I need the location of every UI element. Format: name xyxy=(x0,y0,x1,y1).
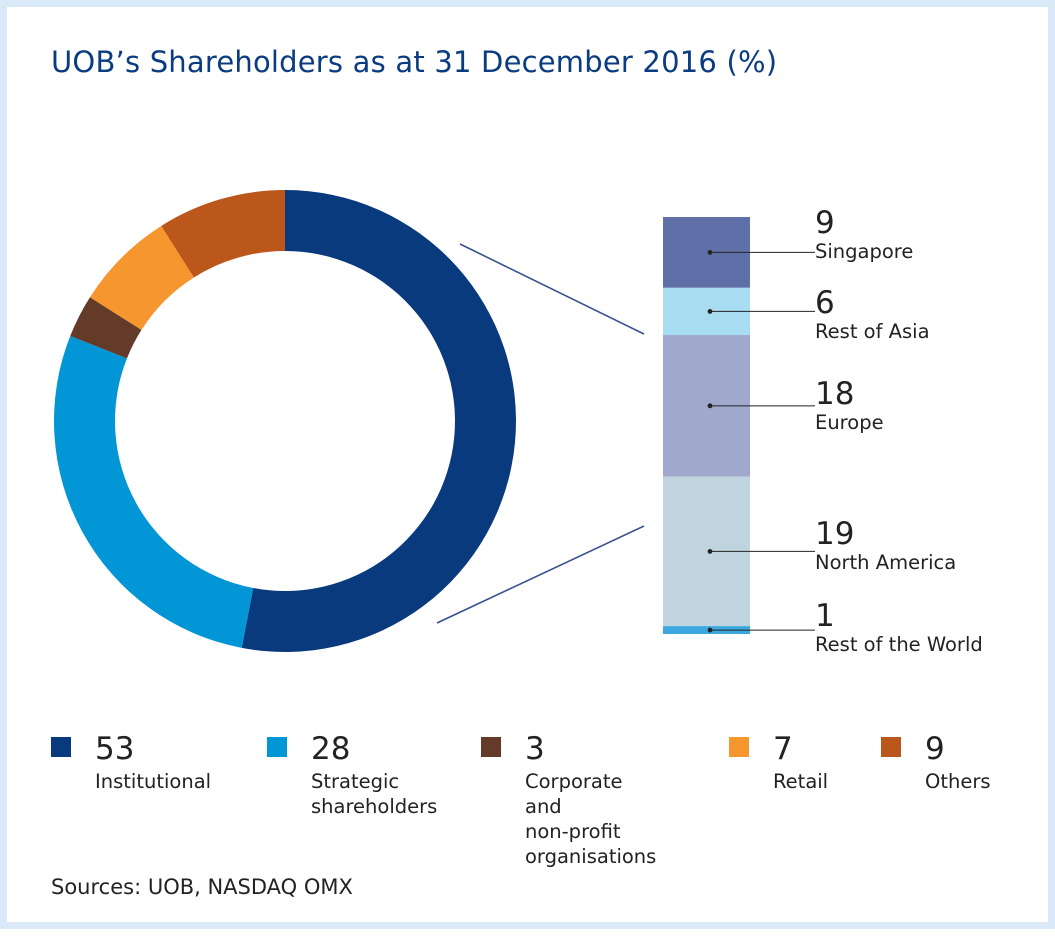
legend-label-retail: Retail xyxy=(773,770,829,793)
stack-value-rest-of-asia: 6 xyxy=(815,285,835,321)
stack-label-singapore: Singapore xyxy=(815,240,913,263)
donut-chart xyxy=(54,190,517,652)
legend-value-retail: 7 xyxy=(773,731,793,767)
legend-value-others: 9 xyxy=(925,731,945,767)
stack-label-north-america: North America xyxy=(815,551,956,574)
stack-segment-rest-of-the-world xyxy=(663,626,750,634)
legend-label-corporate-and-non-profit-organisations: Corporate and non-profit organisations xyxy=(525,770,657,868)
connector-lines xyxy=(436,243,645,624)
donut-slice-corporate-and-non-profit-organisations xyxy=(70,297,142,359)
legend-value-institutional: 53 xyxy=(95,731,135,767)
legend-swatch-corporate-and-non-profit-organisations xyxy=(481,737,501,757)
sources-note: Sources: UOB, NASDAQ OMX xyxy=(51,875,353,899)
stack-label-europe: Europe xyxy=(815,411,884,434)
connector-line-top xyxy=(459,243,645,335)
stack-value-europe: 18 xyxy=(815,376,854,412)
donut-slice-strategic-shareholders xyxy=(54,335,254,648)
stack-label-rest-of-asia: Rest of Asia xyxy=(815,320,930,343)
stack-value-singapore: 9 xyxy=(815,205,835,241)
legend-value-strategic-shareholders: 28 xyxy=(311,731,351,767)
donut-slice-retail xyxy=(89,225,194,330)
legend-label-institutional: Institutional xyxy=(95,770,212,793)
stack-value-rest-of-the-world: 1 xyxy=(815,598,835,634)
connector-line-bottom xyxy=(436,525,645,624)
legend-label-others: Others xyxy=(925,770,991,793)
legend-swatch-others xyxy=(881,737,901,757)
donut-slice-institutional xyxy=(241,190,517,652)
legend-value-corporate-and-non-profit-organisations: 3 xyxy=(525,731,545,767)
legend-swatch-strategic-shareholders xyxy=(267,737,287,757)
stack-value-north-america: 19 xyxy=(815,516,854,552)
stack-label-rest-of-the-world: Rest of the World xyxy=(815,633,983,656)
legend-swatch-institutional xyxy=(51,737,71,757)
chart-title: UOB’s Shareholders as at 31 December 201… xyxy=(51,45,778,79)
legend-label-strategic-shareholders: Strategic shareholders xyxy=(311,770,438,818)
donut-slice-others xyxy=(161,190,285,278)
legend-swatch-retail xyxy=(729,737,749,757)
